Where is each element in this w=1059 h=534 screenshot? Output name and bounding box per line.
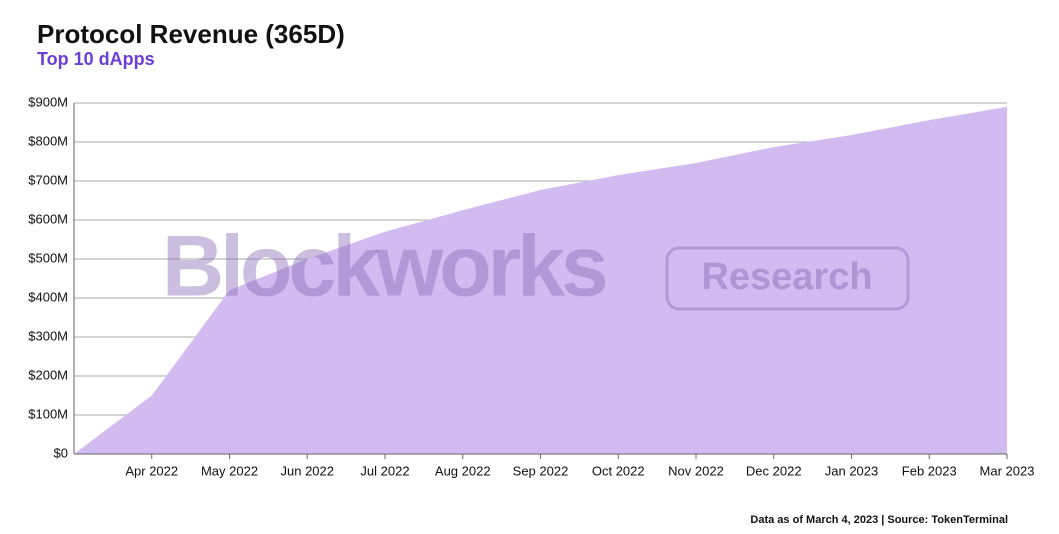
y-tick-label: $600M [28,211,68,226]
watermark-box [665,246,910,311]
x-tick-label: Jan 2023 [825,463,879,478]
y-tick-label: $200M [28,367,68,382]
x-tick-label: Sep 2022 [513,463,569,478]
y-tick-label: $0 [54,445,68,460]
y-tick-label: $300M [28,328,68,343]
x-tick-label: May 2022 [201,463,258,478]
watermark-brand: Blockworks [162,219,606,315]
x-tick-label: Jul 2022 [360,463,409,478]
x-tick-label: Nov 2022 [668,463,724,478]
y-tick-label: $400M [28,289,68,304]
y-tick-label: $700M [28,172,68,187]
x-tick-label: Feb 2023 [902,463,957,478]
watermark-label: Research [701,256,872,298]
y-tick-label: $800M [28,133,68,148]
x-tick-label: Mar 2023 [980,463,1035,478]
x-tick-label: Aug 2022 [435,463,491,478]
footnote: Data as of March 4, 2023 | Source: Token… [750,514,1008,526]
y-tick-label: $900M [28,94,68,109]
x-tick-label: Dec 2022 [746,463,802,478]
chart-subtitle: Top 10 dApps [37,49,155,69]
chart-title: Protocol Revenue (365D) [37,19,345,49]
x-tick-label: Oct 2022 [592,463,645,478]
x-tick-label: Jun 2022 [281,463,335,478]
y-tick-label: $100M [28,406,68,421]
y-tick-label: $500M [28,250,68,265]
x-tick-label: Apr 2022 [125,463,178,478]
area [74,106,1007,455]
